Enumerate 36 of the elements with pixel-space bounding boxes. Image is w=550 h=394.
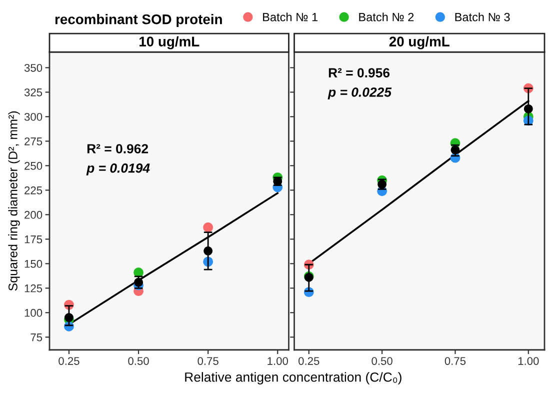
annotation: p = 0.0194 — [86, 163, 150, 176]
point — [524, 104, 533, 114]
y-tick-label: 350 — [24, 64, 42, 72]
y-tick-label: 325 — [24, 88, 42, 96]
legend-label: Batch № 3 — [455, 12, 510, 22]
point — [203, 222, 214, 232]
chart-title: 20 ug/mL — [389, 36, 450, 50]
annotation: p = 0.0225 — [328, 87, 392, 100]
x-tick-label: 0.75 — [444, 357, 466, 365]
y-tick-label: 100 — [24, 308, 42, 317]
x-tick-label: 0.75 — [198, 357, 218, 365]
x-tick-label: 0.50 — [372, 357, 392, 365]
y-tick-label: 150 — [24, 260, 42, 268]
x-tick-label: 0.25 — [58, 357, 80, 365]
chart-title: 10 ug/mL — [140, 36, 200, 50]
x-axis-title: Relative antigen concentration (C/C₀) — [185, 372, 402, 384]
y-axis-title: Squared ring diameter (D², mm²) — [8, 111, 20, 291]
point — [450, 145, 460, 154]
point — [204, 246, 213, 256]
legend-title: recombinant SOD protein — [55, 14, 222, 27]
x-tick-label: 1.00 — [268, 357, 288, 365]
y-tick-label: 125 — [24, 284, 42, 292]
y-tick-label: 200 — [24, 210, 42, 219]
y-tick-label: 250 — [24, 162, 42, 170]
legend-label: Batch № 1 — [263, 12, 318, 22]
x-tick-label: 0.50 — [128, 357, 149, 365]
annotation: R² = 0.956 — [328, 68, 390, 78]
y-tick-label: 300 — [24, 112, 42, 121]
y-tick-label: 175 — [24, 236, 42, 244]
y-tick-label: 225 — [24, 186, 42, 194]
x-tick-label: 0.25 — [298, 357, 320, 365]
legend-label: Batch № 2 — [359, 12, 414, 22]
annotation: R² = 0.962 — [87, 144, 148, 154]
y-tick-label: 75 — [30, 334, 42, 342]
y-tick-label: 275 — [24, 137, 42, 146]
x-tick-label: 1.00 — [518, 357, 539, 365]
